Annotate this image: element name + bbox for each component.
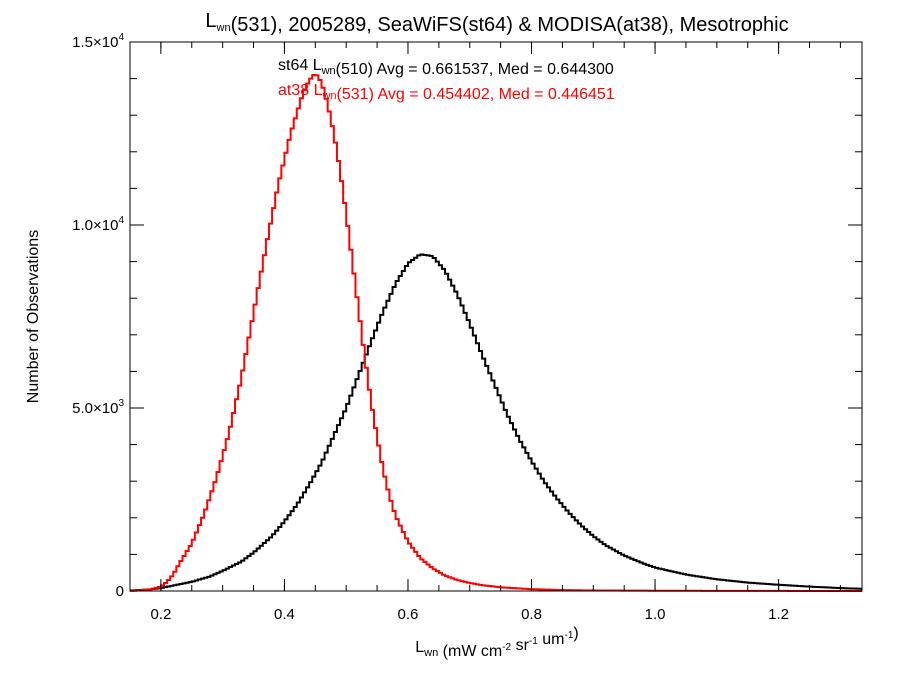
x-tick-label: 0.4	[274, 606, 295, 623]
series-line-st64	[130, 253, 862, 592]
stats-annotation: st64 Lwn(510) Avg = 0.661537, Med = 0.64…	[278, 57, 614, 78]
stats-annotation: at38 Lwn(531) Avg = 0.454402, Med = 0.44…	[278, 82, 615, 103]
x-tick-label: 0.6	[398, 606, 419, 623]
y-tick-label: 1.5×104	[72, 32, 124, 51]
plot-frame	[129, 41, 863, 592]
x-tick-label: 1.0	[645, 606, 666, 623]
x-tick-label: 1.2	[768, 606, 789, 623]
y-tick-label: 1.0×104	[72, 215, 124, 234]
annotation-layer: st64 Lwn(510) Avg = 0.661537, Med = 0.64…	[278, 57, 615, 103]
x-axis-label: Lwn (mW cm-2 sr-1 um-1)	[415, 625, 578, 660]
x-tick-label: 0.2	[150, 606, 171, 623]
y-tick-label: 0	[116, 583, 124, 600]
chart-title: Lwn(531), 2005289, SeaWiFS(st64) & MODIS…	[205, 10, 788, 36]
y-tick-label: 5.0×103	[72, 398, 124, 417]
series-layer	[130, 73, 862, 592]
series-line-at38	[130, 73, 862, 592]
x-tick-label: 0.8	[521, 606, 542, 623]
ticks-layer: 0.2 0.4 0.6 0.8 1.0 1.2 0 5.0×103 1.0×104 1.5×104	[72, 32, 862, 623]
y-axis-label: Number of Observations	[25, 230, 42, 403]
